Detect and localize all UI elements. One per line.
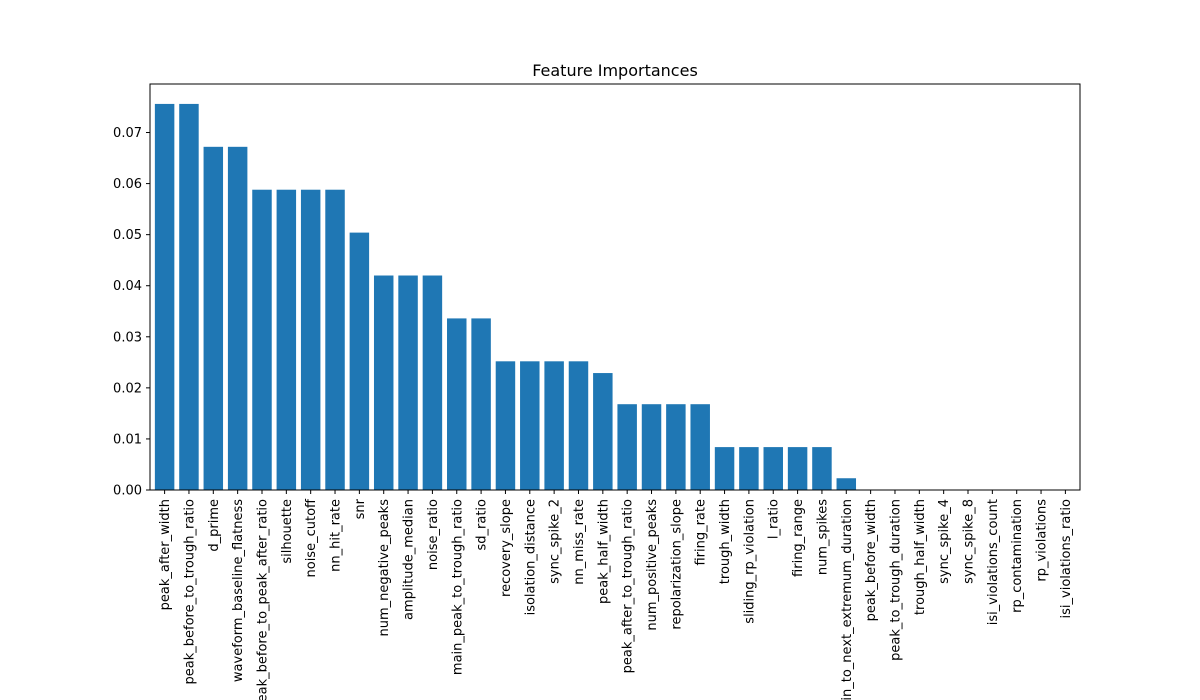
- x-tick-label: sync_spike_8: [962, 499, 977, 584]
- y-tick-label: 0.01: [113, 432, 142, 447]
- x-tick-label: silhouette: [280, 499, 295, 564]
- bars-group: [154, 103, 857, 491]
- y-tick-label: 0.00: [113, 484, 142, 499]
- x-tick-label: trough_half_width: [913, 499, 928, 615]
- x-tick-label: sync_spike_2: [548, 499, 563, 584]
- x-tick-label: num_positive_peaks: [645, 499, 660, 631]
- bar-num_positive_peaks: [641, 404, 662, 490]
- bar-amplitude_median: [398, 275, 418, 490]
- bar-nn_miss_rate: [568, 361, 589, 490]
- bar-silhouette: [276, 189, 297, 490]
- x-tick-label: amplitude_median: [402, 499, 417, 620]
- x-tick-label: rp_violations: [1035, 499, 1050, 582]
- bar-peak_before_to_peak_after_ratio: [252, 189, 272, 490]
- x-tick-label: sync_spike_4: [937, 499, 952, 584]
- x-tick-label: isolation_distance: [523, 499, 538, 615]
- bar-peak_before_to_trough_ratio: [179, 103, 199, 491]
- bar-peak_half_width: [593, 373, 613, 490]
- y-tick-label: 0.03: [113, 330, 142, 345]
- x-tick-label: peak_before_to_trough_ratio: [182, 499, 197, 684]
- x-tick-label: trough_width: [718, 499, 733, 584]
- x-tick-label: main_peak_to_trough_ratio: [450, 499, 465, 675]
- bar-repolarization_slope: [666, 404, 686, 490]
- x-tick-label: waveform_baseline_flatness: [231, 499, 246, 682]
- x-tick-label: firing_rate: [694, 499, 709, 566]
- x-tick-label: noise_ratio: [426, 499, 441, 570]
- bar-main_to_next_extremum_duration: [836, 478, 857, 490]
- bar-snr: [349, 232, 370, 491]
- bar-noise_ratio: [422, 275, 443, 490]
- bar-sliding_rp_violation: [739, 447, 759, 490]
- bar-num_spikes: [812, 447, 832, 490]
- bar-trough_width: [714, 447, 735, 490]
- y-tick-label: 0.02: [113, 381, 142, 396]
- x-tick-label: peak_half_width: [596, 499, 611, 604]
- y-tick-label: 0.04: [113, 279, 142, 294]
- x-tick-label: isi_violations_count: [986, 499, 1001, 625]
- bar-l_ratio: [763, 447, 783, 490]
- x-axis: peak_after_width peak_before_to_trough_ra…: [158, 490, 1074, 700]
- bar-isolation_distance: [520, 361, 540, 490]
- bar-sync_spike_2: [544, 361, 564, 490]
- x-tick-label: nn_miss_rate: [572, 499, 587, 585]
- x-tick-label: sd_ratio: [475, 499, 490, 551]
- x-tick-label: peak_after_to_trough_ratio: [621, 499, 636, 673]
- bar-recovery_slope: [495, 361, 516, 490]
- bar-main_peak_to_trough_ratio: [447, 318, 467, 490]
- bar-d_prime: [203, 146, 224, 490]
- y-axis: 0.00 0.01 0.02 0.03 0.04 0.05 0.06 0.07: [113, 126, 150, 499]
- x-tick-label: sliding_rp_violation: [742, 499, 757, 624]
- bar-num_negative_peaks: [373, 275, 394, 490]
- x-tick-label: num_spikes: [815, 499, 830, 575]
- x-tick-label: peak_after_width: [158, 499, 173, 610]
- bar-firing_rate: [690, 404, 710, 490]
- y-tick-label: 0.06: [113, 177, 142, 192]
- x-tick-label: peak_before_width: [864, 499, 879, 621]
- bar-noise_cutoff: [300, 189, 321, 490]
- x-tick-label: isi_violations_ratio: [1059, 499, 1074, 619]
- chart-title: Feature Importances: [532, 61, 698, 80]
- x-tick-label: main_to_next_extremum_duration: [840, 499, 855, 700]
- x-tick-label: recovery_slope: [499, 499, 514, 597]
- y-tick-label: 0.05: [113, 228, 142, 243]
- bar-peak_after_to_trough_ratio: [617, 404, 637, 490]
- x-tick-label: repolarization_slope: [669, 499, 684, 630]
- bar-waveform_baseline_flatness: [227, 146, 248, 490]
- x-tick-label: rp_contamination: [1010, 499, 1025, 613]
- x-tick-label: nn_hit_rate: [329, 499, 344, 572]
- x-tick-label: peak_before_to_peak_after_ratio: [255, 499, 270, 700]
- bar-peak_after_width: [154, 103, 175, 491]
- x-tick-label: peak_to_trough_duration: [888, 499, 903, 661]
- x-tick-label: firing_range: [791, 499, 806, 577]
- x-tick-label: noise_cutoff: [304, 498, 319, 578]
- y-tick-label: 0.07: [113, 126, 142, 141]
- bar-firing_range: [787, 447, 808, 490]
- bar-nn_hit_rate: [325, 189, 345, 490]
- plot-frame: [149, 83, 1081, 491]
- x-tick-label: snr: [353, 498, 368, 519]
- bar-sd_ratio: [471, 318, 491, 490]
- x-tick-label: d_prime: [207, 499, 222, 552]
- x-tick-label: l_ratio: [767, 499, 782, 539]
- x-tick-label: num_negative_peaks: [377, 499, 392, 637]
